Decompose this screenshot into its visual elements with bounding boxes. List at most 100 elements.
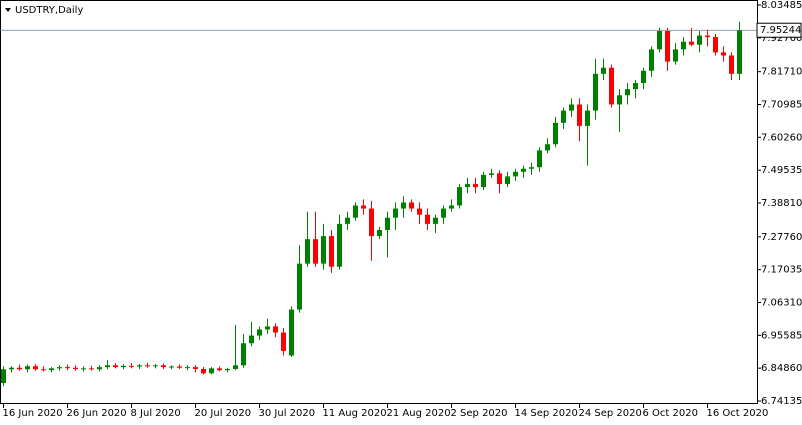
- candle-body: [465, 184, 470, 188]
- candle-body: [241, 343, 246, 366]
- candle-body: [601, 67, 606, 74]
- candle-body: [705, 35, 710, 38]
- candle-body: [185, 367, 190, 369]
- candle-body: [417, 208, 422, 215]
- candle-body: [657, 30, 662, 50]
- candle-body: [321, 236, 326, 264]
- candle-body: [529, 167, 534, 169]
- candle-body: [641, 70, 646, 84]
- candle-body: [49, 368, 54, 371]
- candle-body: [569, 104, 574, 111]
- chart-title: USDTRY,Daily: [15, 5, 83, 16]
- candle-body: [521, 168, 526, 172]
- candle-body: [505, 176, 510, 185]
- candle-body: [137, 365, 142, 367]
- candle-body: [401, 202, 406, 209]
- candle-body: [409, 202, 414, 209]
- y-tick-label: 7.70985: [761, 99, 802, 110]
- y-tick-label: 7.38810: [761, 198, 802, 209]
- x-tick-label: 26 Jun 2020: [67, 408, 127, 419]
- candle-body: [265, 326, 270, 330]
- candle-body: [681, 41, 686, 50]
- candle-body: [169, 366, 174, 368]
- x-tick-label: 6 Oct 2020: [643, 408, 698, 419]
- candle-body: [161, 365, 166, 368]
- candle-body: [593, 73, 598, 111]
- y-tick-label: 6.84860: [761, 363, 802, 374]
- candle-body: [625, 89, 630, 96]
- candle-body: [281, 332, 286, 351]
- candle-body: [233, 365, 238, 369]
- candle-body: [729, 55, 734, 74]
- candle-body: [377, 229, 382, 237]
- candle-body: [609, 67, 614, 105]
- candle-body: [713, 37, 718, 53]
- candle-body: [145, 365, 150, 367]
- candle-body: [257, 329, 262, 336]
- x-tick-label: 16 Oct 2020: [707, 408, 769, 419]
- candle-body: [697, 35, 702, 45]
- x-tick-label: 24 Sep 2020: [579, 408, 642, 419]
- candle-body: [97, 367, 102, 370]
- x-tick-label: 21 Aug 2020: [387, 408, 451, 419]
- menu-arrow[interactable]: [5, 8, 11, 12]
- candle-body: [129, 365, 134, 367]
- candle-body: [89, 368, 94, 370]
- candle-body: [425, 214, 430, 224]
- y-tick-label: 7.60260: [761, 132, 802, 143]
- candle-body: [457, 187, 462, 206]
- candle-body: [329, 236, 334, 267]
- candle-body: [433, 217, 438, 224]
- y-tick-label: 8.03485: [761, 0, 802, 11]
- candle-body: [153, 365, 158, 367]
- candle-body: [297, 263, 302, 310]
- candle-body: [113, 365, 118, 368]
- candle-body: [537, 150, 542, 168]
- candle-body: [289, 309, 294, 356]
- candle-body: [513, 171, 518, 177]
- candle-body: [489, 173, 494, 175]
- last-price-box: [756, 22, 802, 38]
- candle-body: [225, 368, 230, 371]
- candle-body: [497, 173, 502, 185]
- candle-body: [41, 369, 46, 371]
- candle-body: [201, 368, 206, 374]
- last-price-label: 7.95244: [760, 25, 801, 36]
- candle-body: [57, 367, 62, 369]
- candle-body: [393, 208, 398, 218]
- candle-body: [361, 205, 366, 209]
- candle-body: [105, 365, 110, 368]
- candle-body: [217, 368, 222, 371]
- candle-body: [273, 326, 278, 333]
- x-tick-label: 14 Sep 2020: [515, 408, 578, 419]
- candle-body: [689, 41, 694, 45]
- candle-body: [545, 144, 550, 151]
- y-tick-label: 7.92760: [761, 33, 802, 44]
- candle-body: [473, 184, 478, 188]
- candle-body: [1, 369, 6, 384]
- candle-body: [177, 366, 182, 368]
- candle-body: [81, 368, 86, 370]
- y-tick-label: 7.81710: [761, 67, 802, 78]
- candle-body: [33, 366, 38, 370]
- candle-body: [649, 49, 654, 71]
- candle-body: [673, 49, 678, 62]
- candle-body: [633, 83, 638, 90]
- candle-body: [353, 205, 358, 218]
- x-tick-label: 11 Aug 2020: [323, 408, 387, 419]
- y-tick-label: 6.95585: [761, 330, 802, 341]
- candle-body: [209, 368, 214, 374]
- x-tick-label: 30 Jul 2020: [259, 408, 316, 419]
- x-tick-label: 8 Jul 2020: [131, 408, 181, 419]
- candle-body: [585, 110, 590, 126]
- candle-body: [665, 30, 670, 62]
- candle-body: [65, 367, 70, 369]
- candle-body: [553, 122, 558, 145]
- candle-body: [73, 367, 78, 369]
- y-tick-label: 6.74135: [761, 396, 802, 407]
- y-tick-label: 7.06310: [761, 297, 802, 308]
- candle-body: [385, 217, 390, 230]
- candle-body: [345, 217, 350, 224]
